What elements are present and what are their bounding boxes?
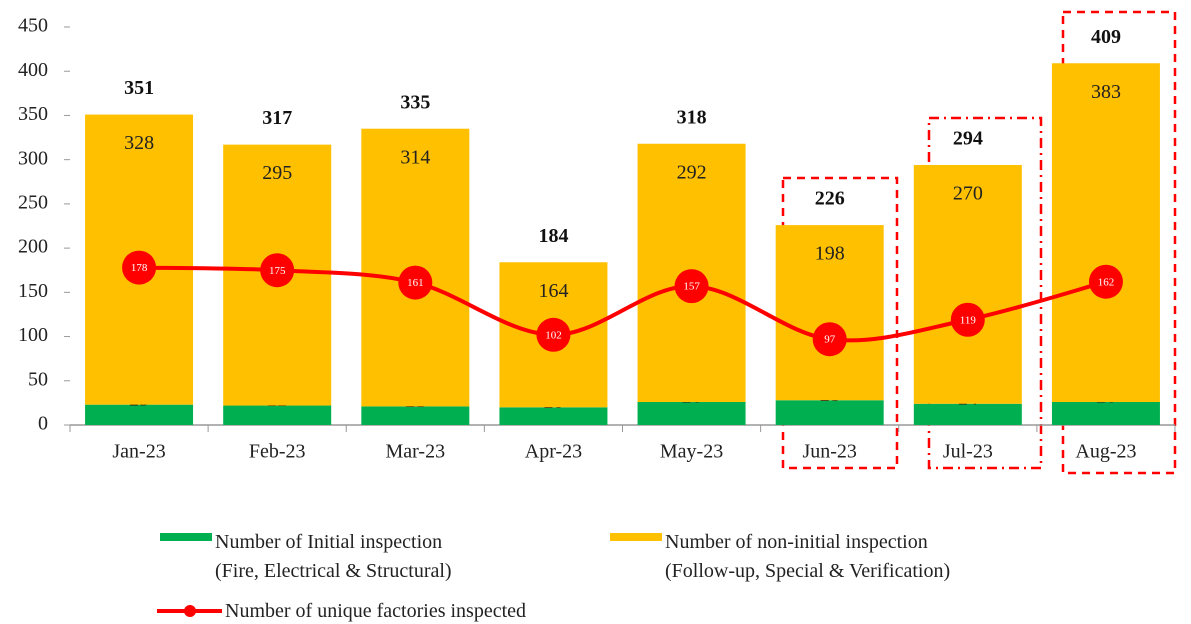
legend-swatch — [160, 533, 212, 541]
line-marker — [812, 322, 847, 357]
y-tick-label: 250 — [18, 191, 48, 213]
y-tick-label: 50 — [28, 368, 48, 390]
y-tick-label: 400 — [18, 59, 48, 81]
total-label: 318 — [677, 106, 707, 128]
bar-segment — [913, 403, 1022, 425]
bar-segment — [775, 225, 884, 401]
data-label: 178 — [131, 262, 148, 274]
total-label: 409 — [1091, 26, 1121, 48]
y-tick-label: 100 — [18, 324, 48, 346]
legend-label: Number of Initial inspection (Fire, Elec… — [215, 531, 452, 582]
legend-swatch — [184, 605, 196, 617]
x-tick-label: Jun-23 — [802, 441, 856, 463]
x-tick-label: Jul-23 — [943, 441, 993, 463]
data-label: 157 — [683, 281, 700, 293]
data-label: 102 — [545, 329, 562, 341]
bar-segment — [775, 400, 884, 425]
total-label: 317 — [262, 107, 292, 129]
total-label: 335 — [400, 91, 430, 113]
bar-segment — [223, 405, 332, 425]
line-marker — [1088, 264, 1123, 299]
total-label: 294 — [953, 128, 983, 150]
total-label: 226 — [815, 188, 845, 210]
data-label: 314 — [400, 146, 430, 168]
data-label: 198 — [815, 243, 845, 265]
data-label: 328 — [124, 132, 154, 154]
x-tick-label: Mar-23 — [386, 441, 446, 463]
data-label: 161 — [407, 277, 424, 289]
x-tick-label: Feb-23 — [249, 441, 306, 463]
line-marker — [536, 317, 571, 352]
y-tick-label: 300 — [18, 147, 48, 169]
legend-label: Number of unique factories inspected — [225, 600, 527, 622]
data-label: 162 — [1098, 276, 1115, 288]
data-label: 164 — [538, 280, 568, 302]
bar-segment — [85, 404, 194, 425]
bar-segment — [1051, 63, 1160, 403]
line-marker — [260, 253, 295, 288]
x-tick-label: May-23 — [660, 441, 723, 463]
line-series — [139, 265, 1107, 343]
data-label: 175 — [269, 265, 286, 277]
data-label: 383 — [1091, 81, 1121, 103]
y-tick-label: 0 — [38, 413, 48, 435]
y-tick-label: 150 — [18, 280, 48, 302]
total-label: 184 — [538, 225, 568, 247]
bar-segment — [913, 164, 1022, 404]
legend-swatch — [610, 533, 662, 541]
data-label: 292 — [677, 161, 707, 183]
total-label: 351 — [124, 77, 154, 99]
y-tick-label: 350 — [18, 103, 48, 125]
bar-segment — [637, 402, 746, 425]
y-tick-label: 200 — [18, 236, 48, 258]
data-label: 119 — [960, 314, 977, 326]
bar-segment — [1051, 402, 1160, 425]
x-tick-label: Aug-23 — [1075, 441, 1136, 463]
line-marker — [674, 269, 709, 304]
x-tick-label: Apr-23 — [525, 441, 582, 463]
data-label: 295 — [262, 162, 292, 184]
bar-segment — [361, 406, 470, 425]
y-tick-label: 450 — [18, 15, 48, 37]
line-marker — [398, 265, 433, 300]
data-label: 97 — [824, 334, 836, 346]
x-tick-label: Jan-23 — [112, 441, 165, 463]
line-marker — [122, 250, 157, 285]
legend-label: Number of non-initial inspection (Follow… — [665, 531, 951, 582]
line-marker — [950, 302, 985, 337]
data-label: 270 — [953, 183, 983, 205]
bar-segment — [499, 407, 608, 425]
